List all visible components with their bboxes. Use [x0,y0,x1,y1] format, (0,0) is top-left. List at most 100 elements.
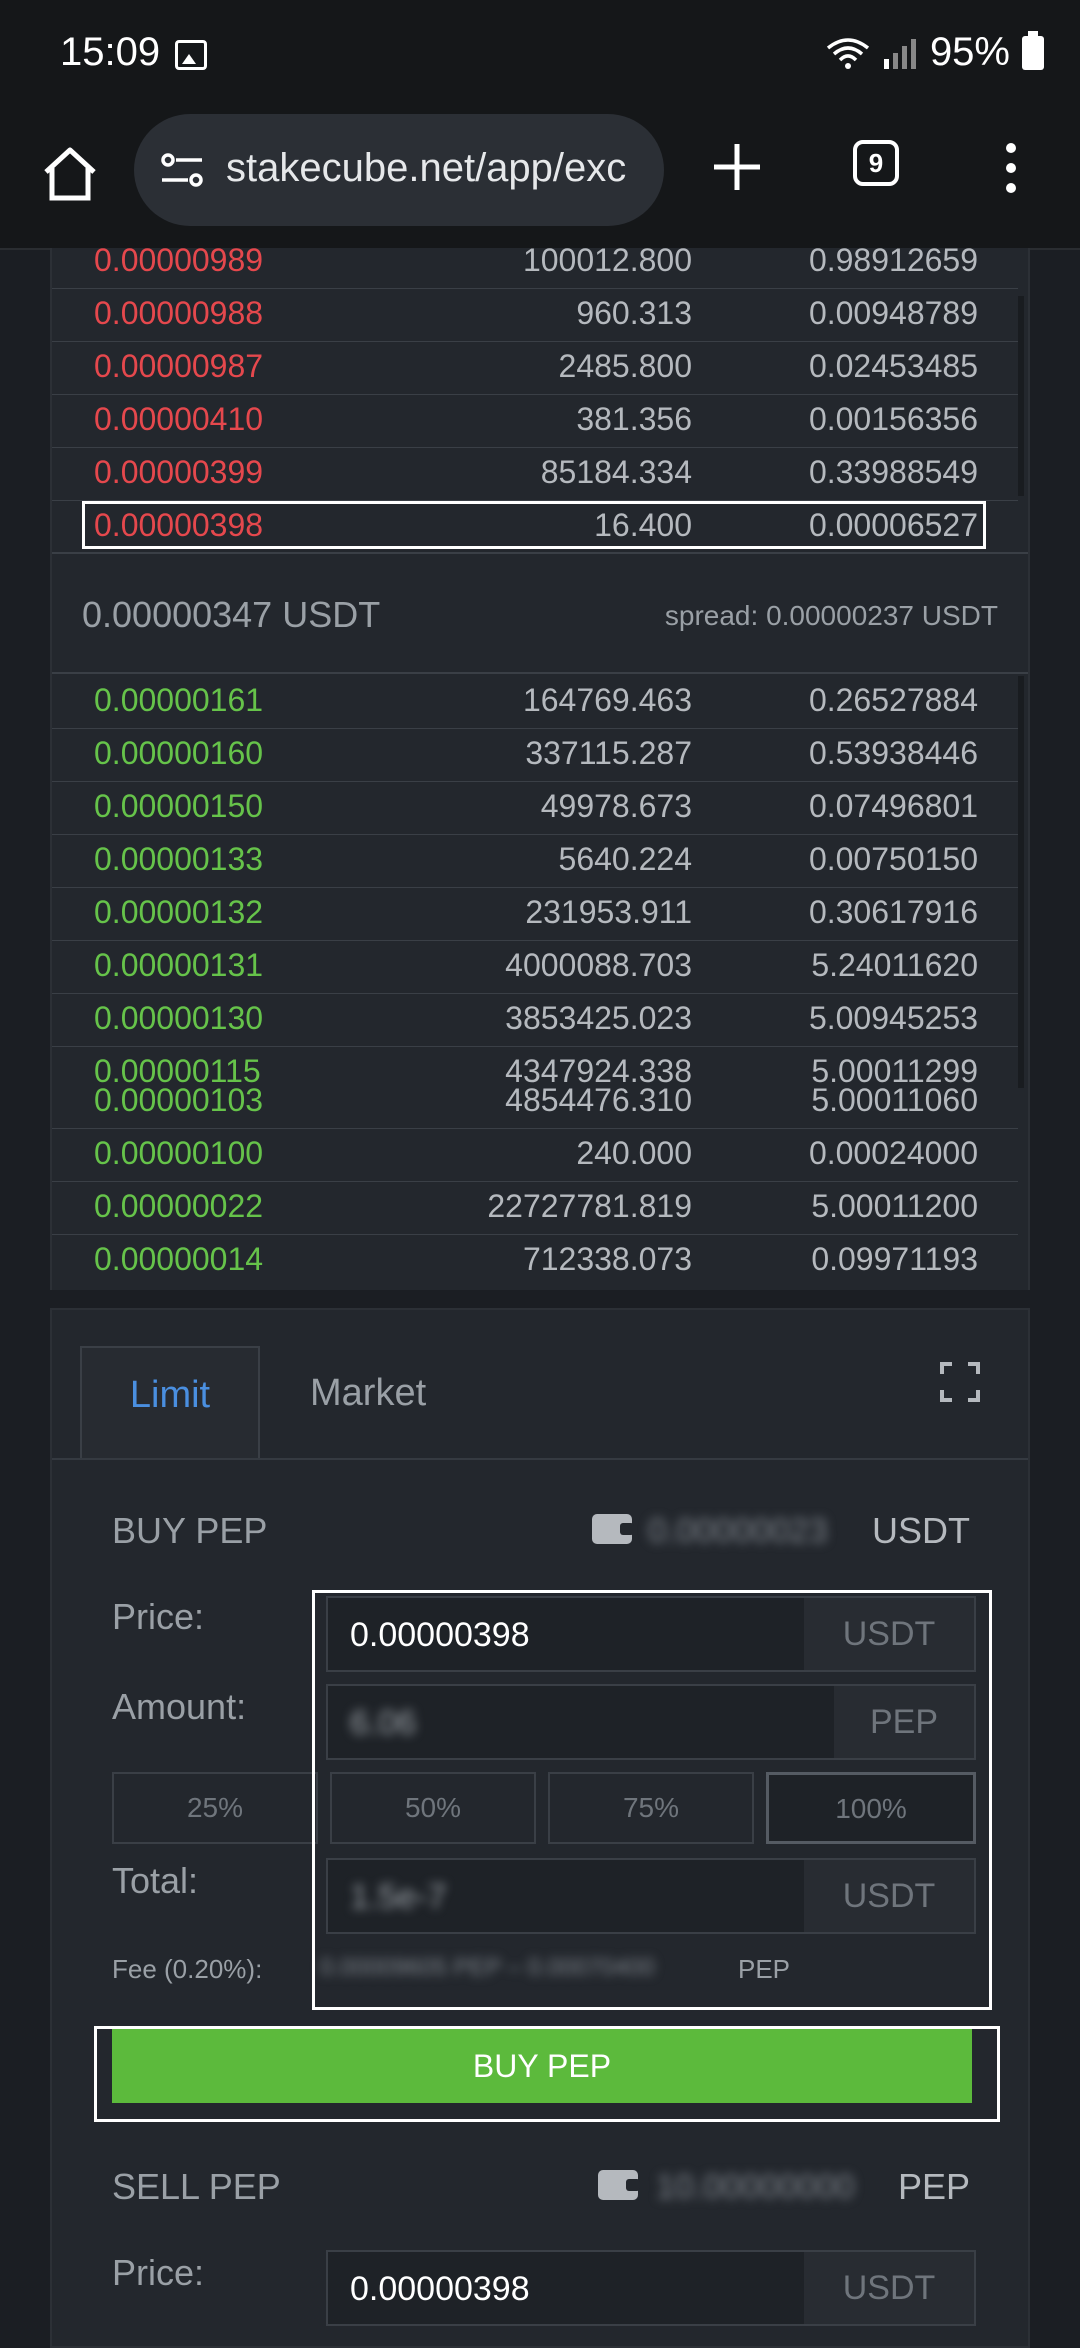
signal-icon [883,38,916,69]
home-icon[interactable] [38,142,102,206]
bid-total: 0.26527884 [808,682,978,718]
url-text[interactable]: stakecube.net/app/exc [226,146,627,190]
buy-button[interactable]: BUY PEP [112,2029,972,2103]
ask-scrollbar[interactable] [1018,296,1024,496]
sell-price-input[interactable]: 0.00000398 USDT [326,2250,976,2326]
bid-total: 5.00011299 [811,1053,978,1088]
bid-scrollbar[interactable] [1018,676,1024,1088]
tab-market[interactable]: Market [310,1372,427,1414]
ask-amount: 16.400 [594,507,692,543]
wallet-icon [592,1514,634,1544]
mid-price: 0.00000347 USDT [82,594,381,635]
buy-total-input[interactable]: 1.5e-7 USDT [326,1858,976,1934]
bid-row[interactable]: 0.00000132 231953.911 0.30617916 [52,888,1018,941]
ask-total: 0.98912659 [808,248,978,278]
bid-price: 0.00000022 [94,1188,264,1224]
bid-row[interactable]: 0.00000161 164769.463 0.26527884 [52,676,1018,729]
ask-price: 0.00000989 [94,248,264,278]
buy-amount-value[interactable]: 6.06 [350,1704,417,1742]
ask-amount: 381.356 [576,401,692,437]
ask-row[interactable]: 0.00000989 100012.800 0.98912659 [52,248,1018,289]
address-bar[interactable]: stakecube.net/app/exc [134,114,664,226]
buy-amount-input[interactable]: 6.06 PEP [326,1684,976,1760]
bid-row[interactable]: 0.00000130 3853425.023 5.00945253 [52,994,1018,1047]
ask-total: 0.00948789 [808,295,978,331]
bid-price: 0.00000161 [94,682,264,718]
buy-price-input[interactable]: 0.00000398 USDT [326,1596,976,1672]
bid-amount: 4854476.310 [505,1088,692,1118]
wifi-icon [826,37,870,69]
bid-row[interactable]: 0.00000131 4000088.703 5.24011620 [52,941,1018,994]
site-settings-icon[interactable] [158,150,206,190]
browser-toolbar: stakecube.net/app/exc 9 [0,110,1080,250]
percent-75-button[interactable]: 75% [548,1772,754,1844]
buy-price-label: Price: [112,1596,205,1637]
bid-amount: 22727781.819 [487,1188,692,1224]
battery-percent: 95% [929,30,1010,74]
percent-50-button[interactable]: 50% [330,1772,536,1844]
tab-switcher-button[interactable]: 9 [853,140,899,186]
buy-amount-unit: PEP [834,1686,974,1758]
ask-row[interactable]: 0.00000988 960.313 0.00948789 [52,289,1018,342]
wallet-icon [598,2170,640,2200]
buy-price-value[interactable]: 0.00000398 [350,1616,530,1654]
spread-value: spread: 0.00000237 USDT [664,600,998,631]
bid-row[interactable]: 0.00000103 4854476.310 5.00011060 [52,1088,1018,1129]
ask-total: 0.00006527 [808,507,978,543]
ask-row[interactable]: 0.00000399 85184.334 0.33988549 [52,448,1018,501]
bid-amount: 337115.287 [525,735,692,771]
bid-price: 0.00000131 [94,947,264,983]
buy-amount-label: Amount: [112,1686,247,1727]
bid-price: 0.00000100 [94,1135,264,1171]
more-menu-icon[interactable] [996,140,1026,196]
order-type-tabs: Limit Market [52,1310,1028,1460]
bid-total: 0.09971193 [811,1241,978,1277]
ask-total: 0.00156356 [808,401,978,437]
bid-row[interactable]: 0.00000100 240.000 0.00024000 [52,1129,1018,1182]
ask-price: 0.00000988 [94,295,264,331]
percent-100-button[interactable]: 100% [766,1772,976,1844]
buy-total-unit: USDT [804,1860,974,1932]
bid-total: 5.24011620 [811,947,978,983]
ask-price: 0.00000399 [94,454,264,490]
sell-balance-unit: PEP [898,2166,971,2207]
ask-row[interactable]: 0.00000398 16.400 0.00006527 [52,501,1018,554]
buy-balance: 0.00000023 [648,1512,828,1550]
bid-total: 0.00024000 [808,1135,978,1171]
ask-row[interactable]: 0.00000987 2485.800 0.02453485 [52,342,1018,395]
bid-row[interactable]: 0.00000133 5640.224 0.00750150 [52,835,1018,888]
bid-amount: 240.000 [576,1135,692,1171]
bid-amount: 231953.911 [525,894,692,930]
bid-row[interactable]: 0.00000022 22727781.819 5.00011200 [52,1182,1018,1235]
buy-section-title: BUY PEP [112,1510,268,1551]
new-tab-icon[interactable] [710,140,764,194]
bid-price: 0.00000130 [94,1000,264,1036]
buy-fee-unit: PEP [738,1954,791,1984]
bid-price: 0.00000014 [94,1241,264,1277]
ask-total: 0.02453485 [808,348,978,384]
bid-row[interactable]: 0.00000115 4347924.338 5.00011299 [52,1047,1018,1088]
tab-limit[interactable]: Limit [80,1346,260,1458]
percent-25-button[interactable]: 25% [112,1772,318,1844]
buy-price-unit: USDT [804,1598,974,1670]
bid-price: 0.00000132 [94,894,264,930]
trade-panel: Limit Market BUY PEP 0.00000023 USDT Pri… [50,1308,1030,2348]
order-book: 0.00000989 100012.800 0.98912659 0.00000… [50,248,1030,1290]
bid-amount: 4000088.703 [505,947,692,983]
bid-rows: 0.00000161 164769.463 0.26527884 0.00000… [52,676,1018,1088]
bid-price: 0.00000103 [94,1088,264,1118]
bid-row[interactable]: 0.00000160 337115.287 0.53938446 [52,729,1018,782]
sell-price-value[interactable]: 0.00000398 [350,2270,530,2308]
ask-row[interactable]: 0.00000410 381.356 0.00156356 [52,395,1018,448]
bid-amount: 3853425.023 [505,1000,692,1036]
bid-total: 5.00011060 [811,1088,978,1118]
gallery-notification-icon [175,40,207,70]
bid-row[interactable]: 0.00000150 49978.673 0.07496801 [52,782,1018,835]
bid-rows-lower: 0.00000103 4854476.310 5.00011060 0.0000… [52,1088,1018,1280]
buy-fee-label: Fee (0.20%): [112,1954,263,1984]
bid-row[interactable]: 0.00000014 712338.073 0.09971193 [52,1235,1018,1280]
fullscreen-icon[interactable] [940,1362,980,1402]
buy-fee-value: 0.00009605 PEP – 0.00070400 [320,1954,655,1981]
buy-total-value[interactable]: 1.5e-7 [350,1878,447,1916]
highlight-buy-button [94,2026,1000,2122]
